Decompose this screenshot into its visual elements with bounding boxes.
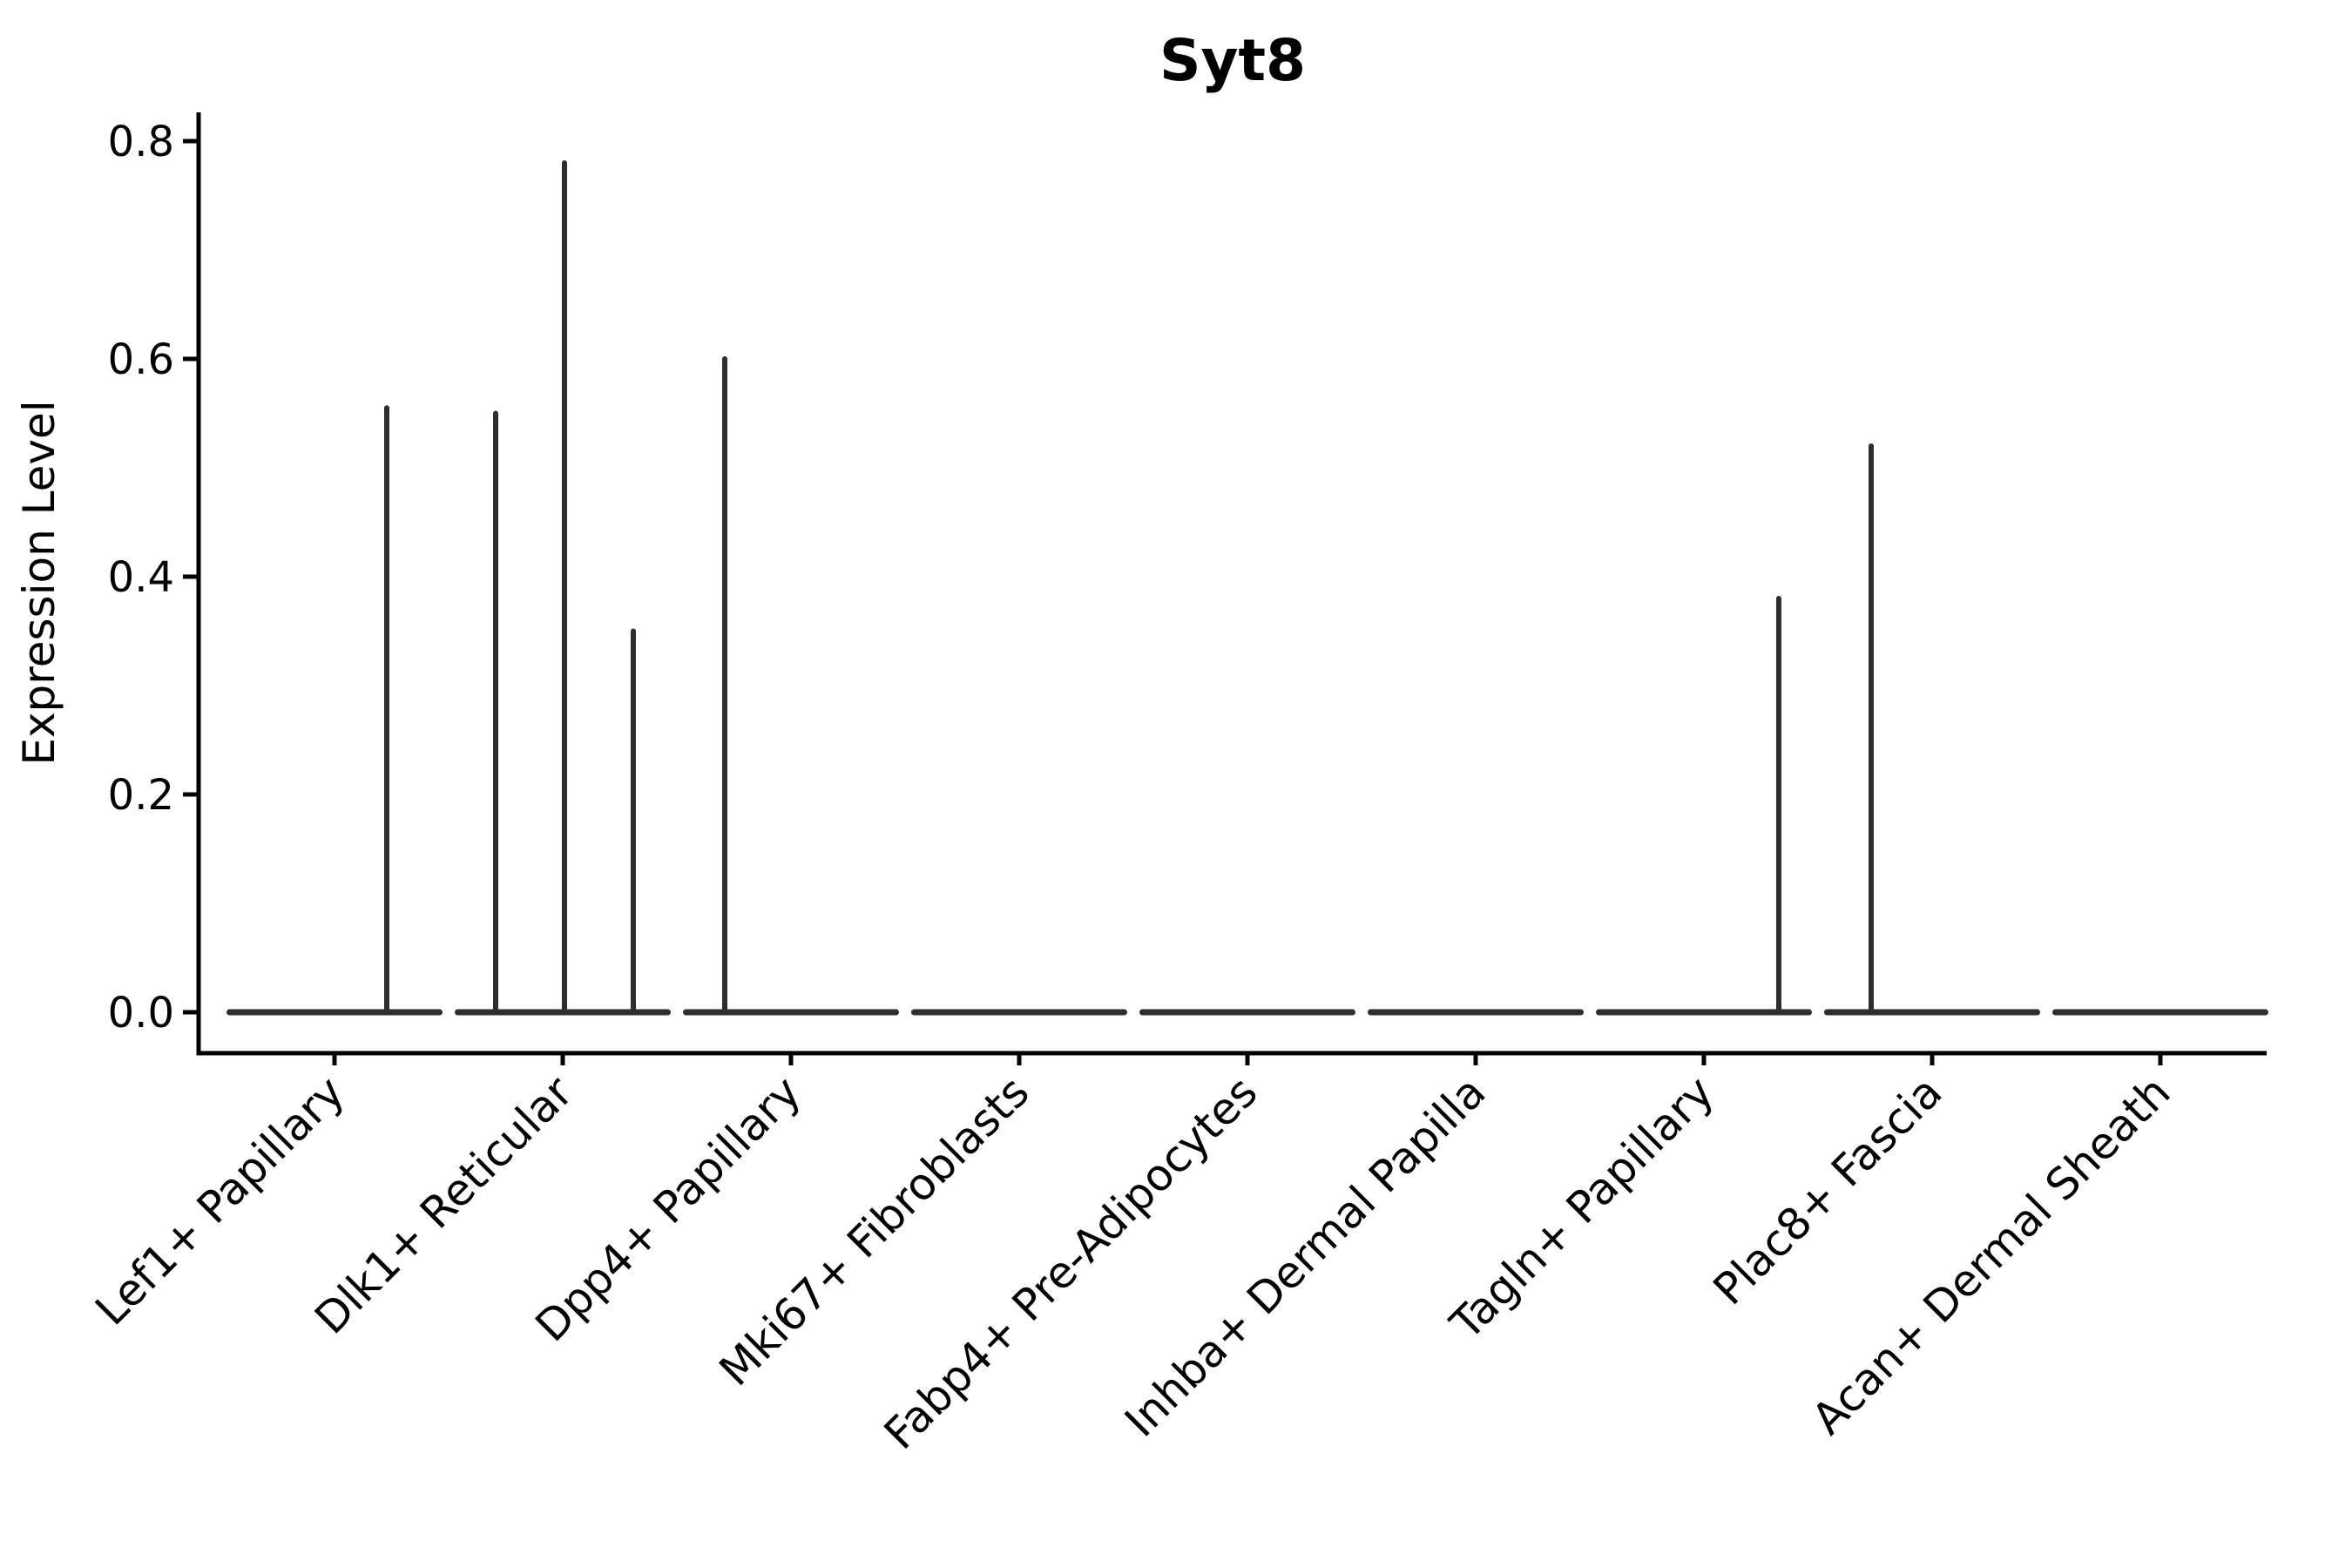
x-category-label: Lef1+ Papillary	[85, 1066, 354, 1335]
x-category-label: Plac8+ Fascia	[1704, 1066, 1952, 1315]
y-tick-label: 0.2	[108, 771, 174, 820]
x-category-label: Fabp4+ Pre-Adipocytes	[875, 1066, 1267, 1459]
y-tick-label: 0.0	[108, 989, 174, 1037]
y-tick-label: 0.8	[108, 118, 174, 166]
violin	[455, 160, 671, 1016]
violin	[1596, 596, 1812, 1016]
y-tick-label: 0.4	[108, 553, 174, 602]
violin	[226, 405, 443, 1016]
y-tick-label: 0.6	[108, 335, 174, 384]
y-axis-label: Expression Level	[14, 400, 64, 765]
chart-title: Syt8	[1159, 27, 1306, 94]
violin-layer	[226, 160, 2268, 1016]
violin	[1824, 443, 2040, 1016]
x-category-label: Inhba+ Dermal Papilla	[1115, 1066, 1495, 1446]
violin	[683, 356, 899, 1016]
